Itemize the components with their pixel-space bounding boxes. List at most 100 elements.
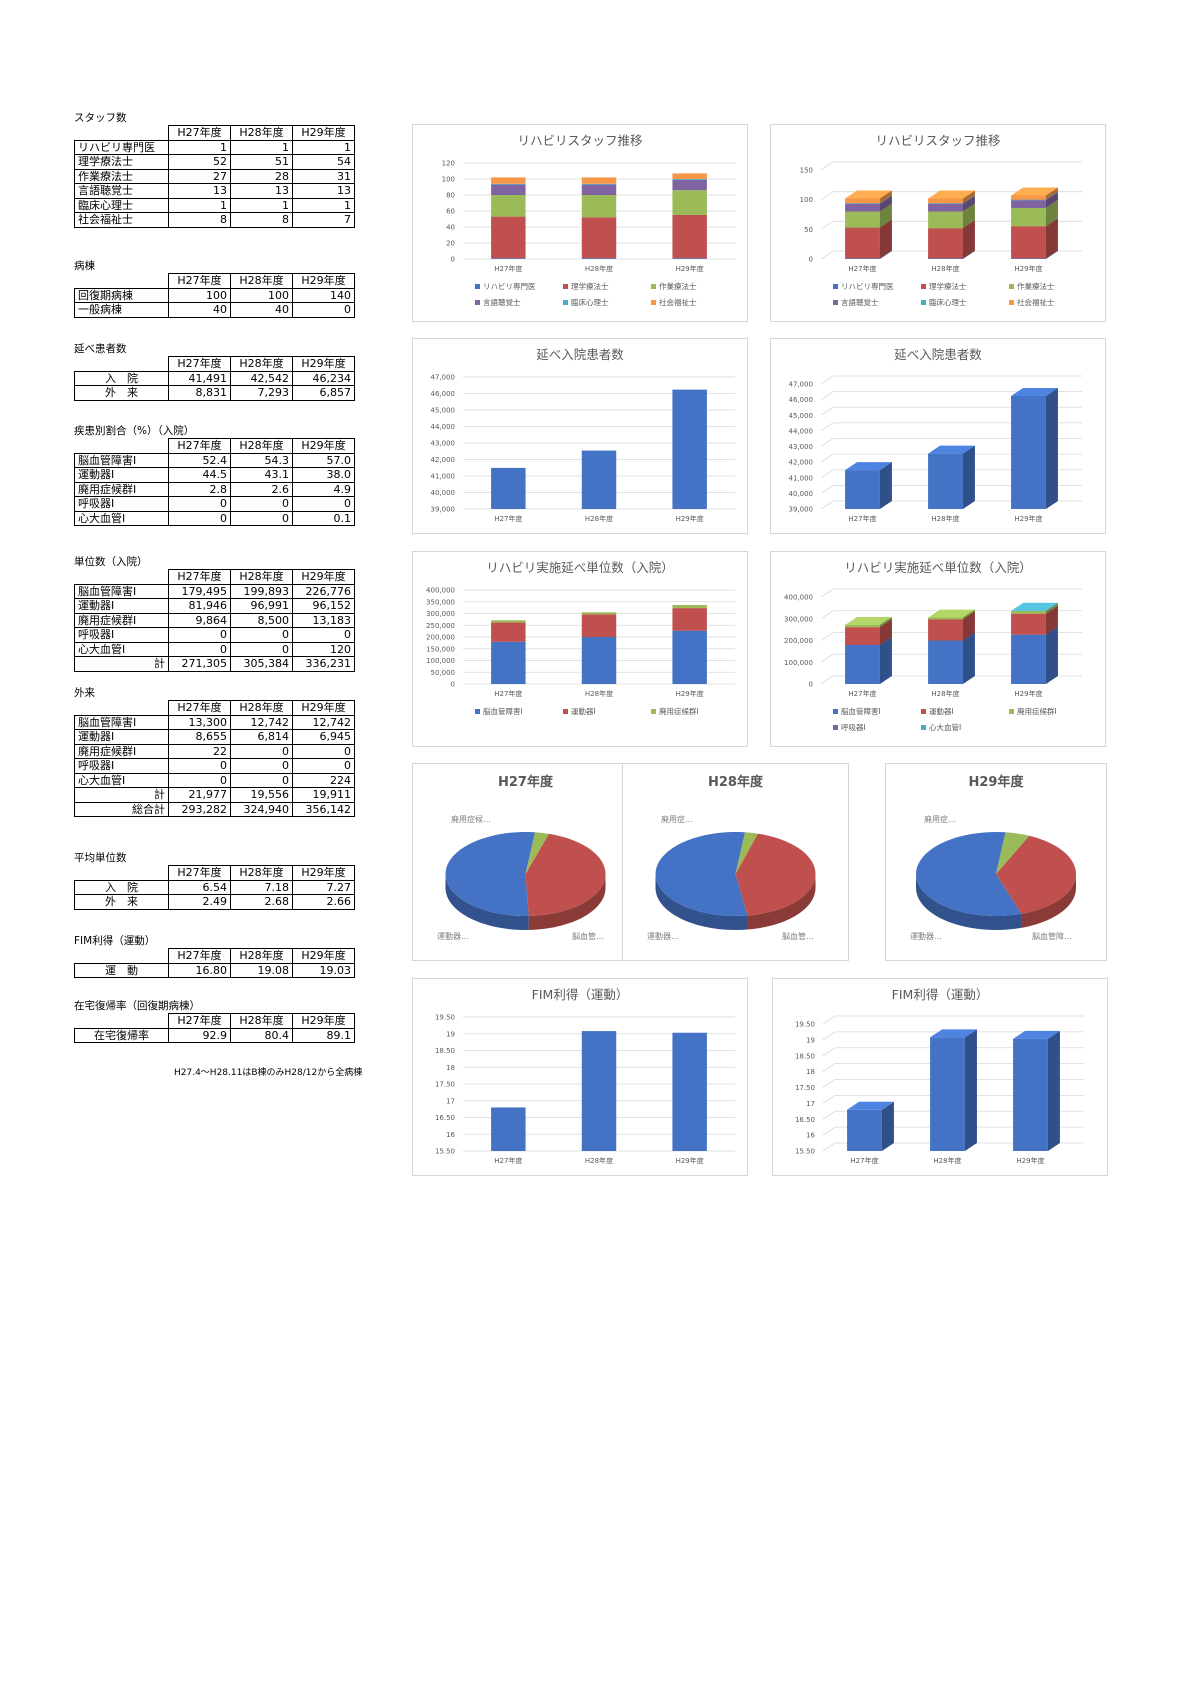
column-header: H28年度: [230, 569, 293, 585]
avg-units-table: H27年度 H28年度 H29年度入 院 6.54 7.18 7.27 外 来 2.49 2.6…: [74, 865, 355, 910]
cell-value: 2.49: [168, 894, 231, 910]
row-label: 心大血管Ⅰ: [74, 510, 169, 526]
gridline: [820, 610, 834, 620]
patients-chart: 延べ入院患者数 39,000 40,000 41,000 42,000 43,000 44,…: [412, 338, 748, 534]
bar-side: [1045, 187, 1058, 200]
pie-h29-chart: H29年度 脳血管障… 運動器… 廃用症…: [885, 763, 1107, 961]
row-label: リハビリ専門医: [74, 139, 169, 155]
cell-value: 44.5: [168, 467, 231, 483]
ward-table: H27年度 H28年度 H29年度 回復期病棟 100 100 140 一般病棟 40 40 0: [74, 273, 355, 318]
column-header: H29年度: [292, 125, 355, 141]
table-row: 社会福祉士 8 8 7: [74, 212, 355, 228]
pie-label: 廃用症候…: [451, 814, 491, 824]
cell-value: 54: [292, 154, 355, 170]
bar-top: [1011, 187, 1058, 196]
y-tick-label: 16.50: [435, 1114, 455, 1122]
row-label: 作業療法士: [74, 168, 169, 184]
table-header-row: H27年度 H28年度 H29年度: [74, 356, 355, 372]
y-tick-label: 150: [800, 167, 813, 175]
bar-side: [962, 632, 975, 684]
pie-slice-side: [655, 874, 748, 930]
cell-value: 1: [168, 139, 231, 155]
bar: [672, 190, 707, 215]
bar: [581, 450, 617, 509]
row-label: 心大血管Ⅰ: [74, 772, 169, 788]
y-tick-label: 0: [809, 681, 813, 689]
cell-value: 0: [292, 496, 355, 512]
x-tick-label: H29年度: [676, 514, 704, 523]
bar-top: [928, 190, 975, 199]
legend-swatch: [475, 284, 480, 289]
y-tick-label: 17.50: [435, 1081, 455, 1089]
table-row: 心大血管Ⅰ 0 0 120: [74, 641, 355, 657]
cell-value: 0: [168, 641, 231, 657]
header-blank-cell: [74, 1013, 169, 1029]
cell-value: 89.1: [292, 1027, 355, 1043]
y-tick-label: 40,000: [789, 490, 814, 498]
cell-value: 6,945: [292, 729, 355, 745]
bar-top: [847, 1101, 894, 1110]
row-label: 総合計: [74, 801, 169, 817]
gridline: [820, 161, 834, 171]
row-label: 廃用症候群Ⅰ: [74, 743, 169, 759]
header-blank-cell: [74, 700, 169, 716]
legend-swatch: [651, 709, 656, 714]
x-tick-label: H28年度: [933, 1156, 961, 1165]
cell-value: 43.1: [230, 467, 293, 483]
cell-value: 96,991: [230, 598, 293, 614]
table-row: 廃用症候群Ⅰ 22 0 0: [74, 743, 355, 759]
bar: [928, 640, 963, 684]
bar: [581, 637, 617, 684]
y-tick-label: 100: [442, 176, 455, 184]
units-3d-chart: リハビリ実施延べ単位数（入院） 0 100,000 200,000 300,000 400…: [770, 551, 1106, 747]
table-header-row: H27年度 H28年度 H29年度: [74, 865, 355, 881]
gridline: [820, 191, 834, 200]
pie-slice: [525, 833, 606, 916]
y-tick-label: 17: [806, 1100, 815, 1108]
fim-section: FIM利得（運動） H27年度 H28年度 H29年度運 動 16.80 19.08 19…: [74, 935, 355, 978]
units-out-table: H27年度 H28年度 H29年度 脳血管障害Ⅰ 13,300 12,742 12,742 運…: [74, 700, 355, 817]
cell-value: 81,946: [168, 598, 231, 614]
units-in-title: 単位数（入院）: [74, 556, 148, 568]
bar: [845, 644, 880, 684]
header-blank-cell: [74, 356, 169, 372]
row-label: 理学療法士: [74, 154, 169, 170]
cell-value: 13,183: [292, 612, 355, 628]
bar-side: [1047, 1030, 1060, 1151]
y-tick-label: 50,000: [431, 669, 456, 677]
bar-top: [1013, 1030, 1060, 1039]
bar: [1011, 613, 1046, 635]
table-row: 脳血管障害Ⅰ 13,300 12,742 12,742: [74, 714, 355, 730]
cell-value: 19,911: [292, 787, 355, 803]
row-label: 呼吸器Ⅰ: [74, 758, 169, 774]
patients-3d-chart: 延べ入院患者数 39,000 40,000 41,000 42,000 43,000 44,…: [770, 338, 1106, 534]
y-tick-label: 100,000: [426, 657, 455, 665]
column-header: H28年度: [230, 438, 293, 454]
bar: [1011, 226, 1046, 259]
y-tick-label: 16: [446, 1131, 455, 1139]
bar-side: [1045, 192, 1058, 208]
bar: [928, 617, 963, 620]
legend-swatch: [833, 284, 838, 289]
bar: [491, 467, 526, 509]
cell-value: 52: [168, 154, 231, 170]
bar-top: [1011, 387, 1058, 396]
header-blank-cell: [74, 273, 169, 289]
legend-item: 理学療法士: [929, 281, 967, 291]
cell-value: 41,491: [168, 370, 231, 386]
legend-item: 臨床心理士: [571, 297, 609, 307]
chart-svg: リハビリ実施延べ単位数（入院） 0 50,000 100,000 150,000 200,…: [426, 560, 735, 716]
y-tick-label: 400,000: [784, 594, 813, 602]
cell-value: 28: [230, 168, 293, 184]
chart-title: H29年度: [969, 774, 1025, 790]
bar: [1011, 610, 1046, 614]
x-tick-label: H29年度: [1014, 689, 1042, 698]
row-label: 脳血管障害Ⅰ: [74, 714, 169, 730]
x-tick-label: H28年度: [585, 1156, 613, 1165]
total-row: 計 21,977 19,556 19,911: [74, 787, 355, 803]
bar-side: [879, 190, 892, 204]
cell-value: 52.4: [168, 452, 231, 468]
table-row: 運動器Ⅰ 44.5 43.1 38.0: [74, 467, 355, 483]
x-tick-label: H28年度: [931, 264, 959, 273]
row-label: 社会福祉士: [74, 212, 169, 228]
